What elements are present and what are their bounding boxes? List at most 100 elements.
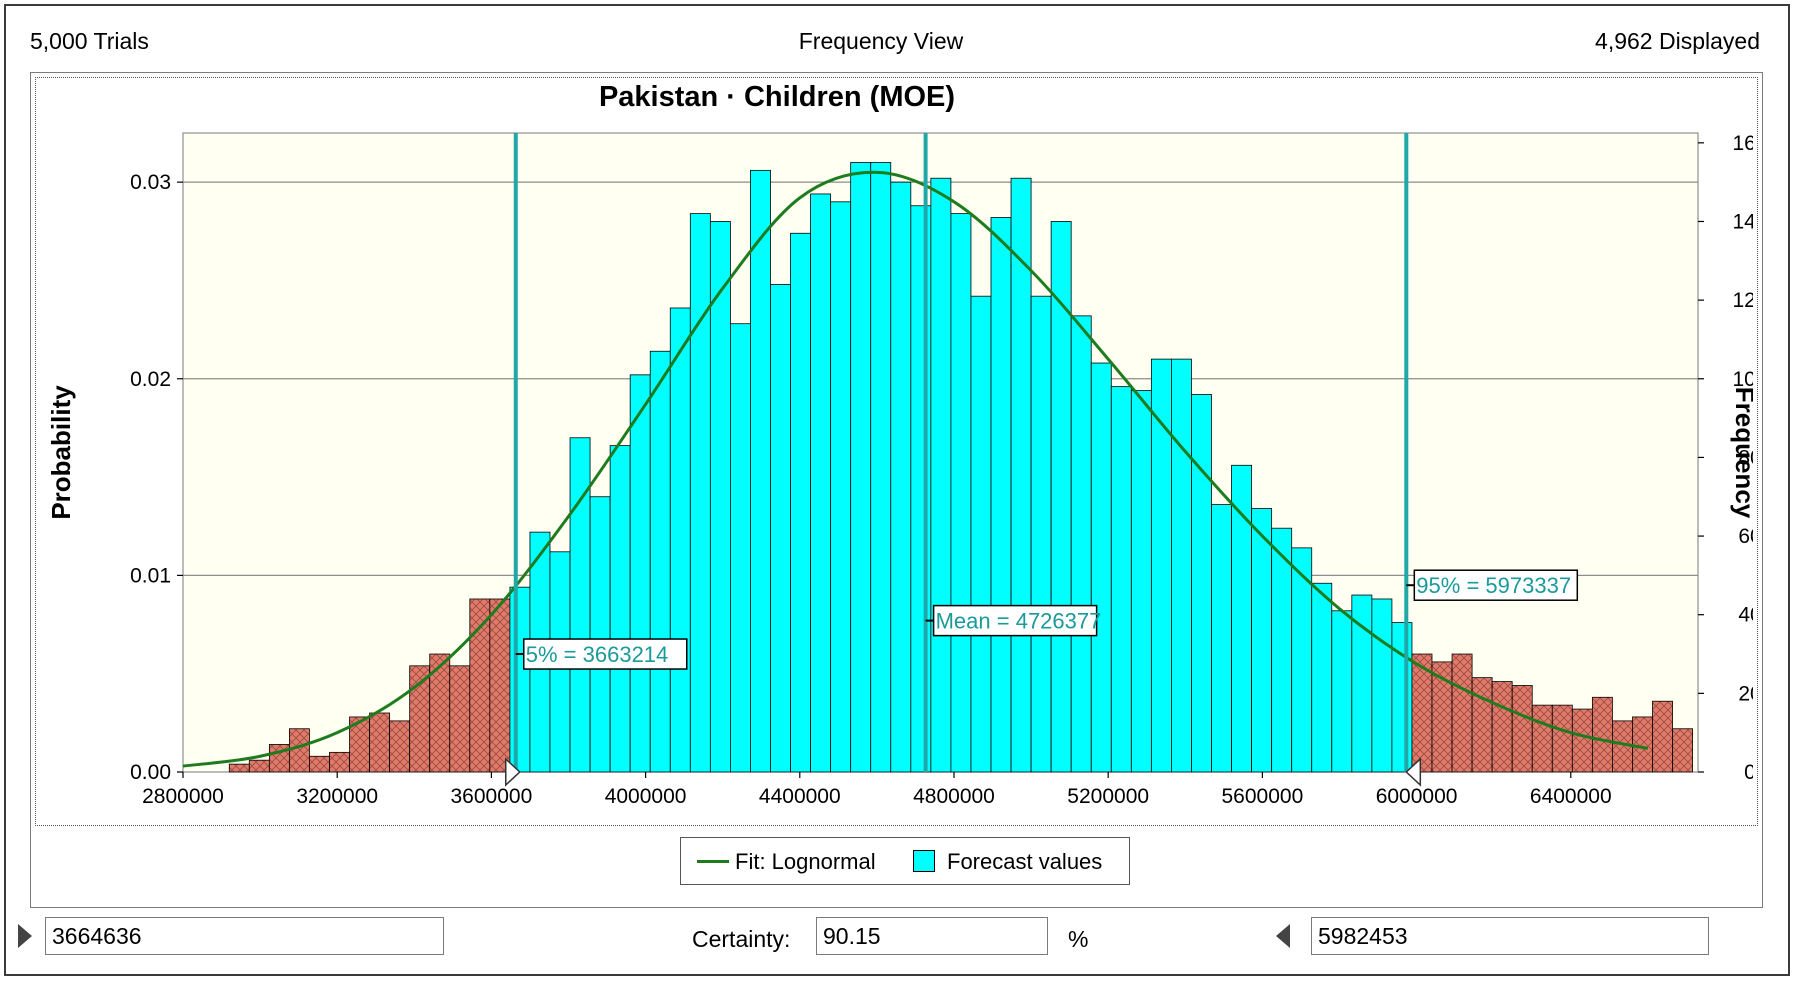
forecast-bar <box>1211 504 1232 773</box>
marker-label-text: 5% = 3663214 <box>526 642 669 667</box>
y-tick-label: 0.03 <box>130 171 171 194</box>
y2-tick-label: 40 <box>1738 604 1753 627</box>
forecast-bar <box>1311 582 1333 773</box>
certainty-input[interactable] <box>816 917 1048 955</box>
tail-bar <box>1451 653 1473 773</box>
forecast-bar <box>1391 622 1413 773</box>
y2-tick-label: 80 <box>1738 446 1753 469</box>
certainty-label: Certainty: <box>692 926 791 952</box>
right-certainty-input[interactable] <box>1311 917 1709 955</box>
forecast-bar <box>1191 394 1212 773</box>
marker-label-box <box>932 604 1098 637</box>
left-grabber-marker <box>505 757 521 787</box>
x-tick-label: 6000000 <box>1376 785 1458 808</box>
y2-tick-label: 20 <box>1738 682 1753 705</box>
forecast-bar <box>589 496 611 773</box>
forecast-bar <box>810 193 832 773</box>
tail-bar <box>1652 700 1673 773</box>
y2-tick-label: 60 <box>1738 525 1753 548</box>
y-tick-label: 0.02 <box>130 368 171 391</box>
tail-bar <box>389 720 411 773</box>
forecast-bar <box>1030 295 1052 773</box>
right-grabber-icon[interactable] <box>1276 924 1290 948</box>
tail-bar <box>1471 677 1493 773</box>
forecast-bar <box>830 201 852 773</box>
marker-label: 95% = 5973337 <box>1406 569 1579 601</box>
axes: 2800000 3200000 3600000 4000000 4400000 48000… <box>130 132 1753 808</box>
y2-axis-label: Frequency <box>1730 387 1753 519</box>
forecast-window: 5,000 Trials Frequency View 4,962 Displa… <box>4 4 1790 976</box>
y2-tick-label: 160 <box>1732 132 1753 155</box>
left-certainty-input[interactable] <box>45 917 444 955</box>
tail-bar <box>1632 716 1653 773</box>
left-grabber-icon[interactable] <box>18 924 32 948</box>
tail-bar <box>1531 704 1553 773</box>
forecast-bar <box>1371 598 1393 773</box>
forecast-bar <box>609 445 631 773</box>
y-axis-label: Probability <box>46 385 76 520</box>
forecast-bar <box>689 213 711 773</box>
marker-label: Mean = 4726377 <box>925 604 1102 637</box>
x-tick-label: 4800000 <box>913 785 995 808</box>
forecast-bar <box>1271 527 1293 773</box>
chart-legend: Fit: Lognormal Forecast values <box>680 837 1130 885</box>
tail-bar <box>449 665 471 773</box>
tail-bar <box>288 728 310 773</box>
forecast-legend-label: Forecast values <box>947 849 1103 874</box>
forecast-bar <box>850 162 872 773</box>
forecast-bar <box>1231 464 1252 773</box>
view-mode[interactable]: Frequency View <box>798 28 964 54</box>
tail-bar <box>228 763 250 773</box>
marker-label-box <box>523 638 688 670</box>
forecast-bar <box>910 205 932 773</box>
chart-panel: Pakistan · Children (MOE) 5% = 3663214 Me… <box>30 72 1763 908</box>
y2-tick-label: 140 <box>1732 210 1753 233</box>
x-tick-label: 3600000 <box>451 785 533 808</box>
frequency-chart: Pakistan · Children (MOE) 5% = 3663214 Me… <box>46 81 1753 808</box>
x-tick-label: 5200000 <box>1067 785 1149 808</box>
percent-label: % <box>1068 926 1089 952</box>
x-tick-label: 5600000 <box>1222 785 1304 808</box>
x-tick-label: 3200000 <box>296 785 378 808</box>
tail-bar <box>1511 685 1533 773</box>
trials-count: 5,000 Trials <box>30 28 149 54</box>
tail-bar <box>329 751 350 773</box>
chart-area: Pakistan · Children (MOE) 5% = 3663214 Me… <box>35 77 1758 826</box>
forecast-bar <box>730 323 751 773</box>
tail-bar <box>489 598 511 773</box>
x-tick-label: 6400000 <box>1530 785 1612 808</box>
forecast-bar <box>930 177 952 773</box>
forecast-bar <box>1331 610 1353 773</box>
fit-legend-label: Fit: Lognormal <box>735 849 876 874</box>
forecast-bar <box>1130 390 1152 773</box>
right-grabber-marker <box>1405 757 1422 787</box>
forecast-bar <box>890 181 912 773</box>
forecast-bar <box>649 350 671 773</box>
forecast-bar <box>1171 358 1192 773</box>
lognormal-fit-line <box>182 170 1649 768</box>
forecast-bar <box>970 295 992 773</box>
tail-bar <box>309 755 330 773</box>
tail-bar <box>369 712 391 773</box>
x-tick-label: 2800000 <box>142 785 224 808</box>
forecast-bar <box>790 232 811 773</box>
forecast-bar <box>709 221 731 773</box>
forecast-bar <box>1251 508 1273 773</box>
tail-bar <box>1571 708 1593 773</box>
percentile-markers: 5% = 3663214 Mean = 4726377 95% = 5973337 <box>513 133 1579 772</box>
tail-bar <box>1591 696 1613 773</box>
tail-bar <box>248 759 270 773</box>
forecast-bar <box>629 374 651 773</box>
forecast-bar <box>950 213 972 773</box>
forecast-bar <box>990 217 1012 773</box>
forecast-bar <box>750 169 771 773</box>
forecast-bar <box>870 162 892 773</box>
marker-label-text: Mean = 4726377 <box>936 609 1102 634</box>
forecast-bar <box>770 283 791 773</box>
tail-bar <box>1491 681 1513 773</box>
fit-legend-swatch <box>697 860 729 863</box>
y-tick-label: 0.00 <box>130 761 171 784</box>
y2-tick-label: 120 <box>1732 289 1753 312</box>
forecast-bar <box>1090 362 1112 773</box>
y-tick-label: 0.01 <box>130 564 171 587</box>
